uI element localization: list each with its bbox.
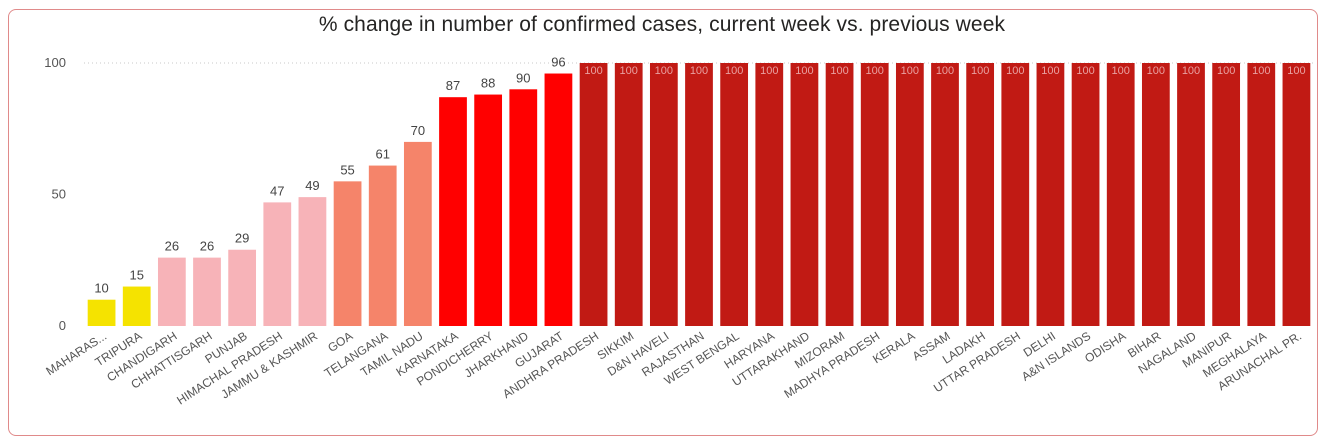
data-label: 96 (551, 55, 565, 70)
bar (1001, 63, 1030, 326)
data-label: 100 (901, 65, 919, 77)
bar (193, 257, 221, 326)
bar (966, 63, 995, 326)
data-label: 55 (340, 162, 354, 177)
bar (1106, 63, 1135, 326)
data-label: 100 (1217, 65, 1235, 77)
data-label: 100 (655, 65, 673, 77)
data-label: 100 (971, 65, 989, 77)
data-label: 100 (1041, 65, 1059, 77)
bar (333, 181, 362, 326)
bar (298, 197, 327, 326)
bar (544, 73, 573, 327)
bar (439, 97, 467, 326)
data-label: 100 (1287, 65, 1305, 77)
y-tick-label: 50 (52, 187, 66, 202)
bar (755, 63, 784, 326)
data-label: 100 (795, 65, 813, 77)
bar (579, 63, 608, 326)
data-label: 100 (584, 65, 602, 77)
y-tick-label: 0 (59, 318, 66, 333)
bar (1141, 63, 1170, 326)
data-label: 100 (1006, 65, 1024, 77)
bar (790, 63, 819, 326)
data-label: 100 (830, 65, 848, 77)
data-label: 100 (1112, 65, 1130, 77)
bar (895, 63, 924, 326)
y-tick-label: 100 (44, 55, 66, 70)
bar (931, 63, 959, 326)
bar (157, 257, 186, 326)
data-label: 100 (620, 65, 638, 77)
data-label: 49 (305, 178, 319, 193)
data-label: 100 (725, 65, 743, 77)
data-label: 61 (375, 147, 389, 162)
bar (122, 286, 151, 326)
bar (1036, 63, 1065, 326)
data-label: 100 (866, 65, 884, 77)
bar (509, 89, 538, 326)
chart-title: % change in number of confirmed cases, c… (318, 13, 1006, 36)
bar (474, 94, 503, 326)
data-label: 100 (1076, 65, 1094, 77)
data-label: 100 (1252, 65, 1270, 77)
bar (1071, 63, 1100, 326)
bar (87, 299, 116, 326)
bar (403, 141, 432, 326)
bar (368, 165, 397, 326)
data-label: 29 (235, 231, 249, 246)
data-label: 26 (200, 239, 214, 254)
bar (649, 63, 678, 326)
data-label: 100 (1147, 65, 1165, 77)
data-label: 15 (129, 268, 143, 283)
data-label: 87 (446, 78, 460, 93)
data-label: 88 (481, 76, 495, 91)
bar (860, 63, 889, 326)
data-label: 100 (936, 65, 954, 77)
data-label: 10 (94, 281, 108, 296)
data-label: 47 (270, 183, 284, 198)
data-label: 100 (690, 65, 708, 77)
bar (1212, 63, 1241, 326)
bar (685, 63, 713, 326)
bar (1177, 63, 1205, 326)
bar (720, 63, 749, 326)
data-label: 70 (411, 123, 425, 138)
bar (825, 63, 854, 326)
bar (228, 249, 257, 326)
bar (263, 202, 292, 326)
bar (1247, 63, 1276, 326)
data-label: 26 (165, 239, 179, 254)
data-label: 100 (1182, 65, 1200, 77)
bar (614, 63, 643, 326)
bar (1282, 63, 1311, 326)
data-label: 90 (516, 70, 530, 85)
data-label: 100 (760, 65, 778, 77)
